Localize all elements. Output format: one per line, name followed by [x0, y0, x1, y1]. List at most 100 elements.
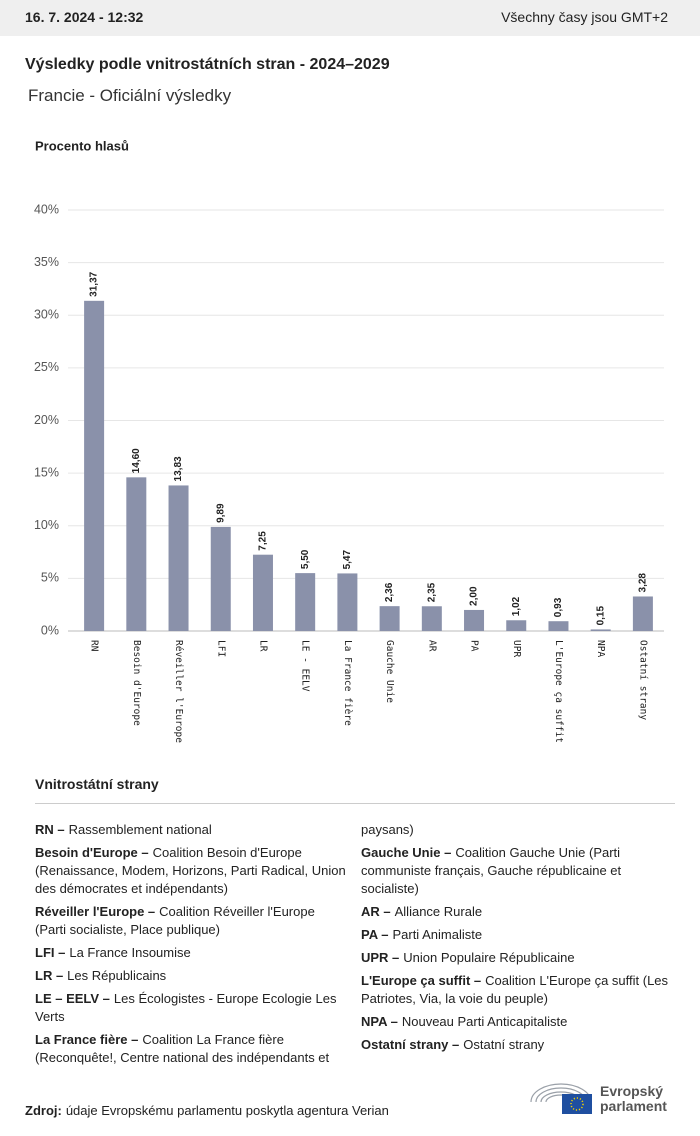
- glossary-item: LR – Les Républicains: [35, 967, 349, 985]
- glossary-item: Besoin d'Europe – Coalition Besoin d'Euro…: [35, 844, 349, 898]
- bar: [421, 606, 442, 631]
- glossary-item: AR – Alliance Rurale: [361, 903, 675, 921]
- value-label: 31,37: [89, 271, 100, 296]
- x-tick-label: RN: [89, 640, 100, 652]
- chart-title: Výsledky podle vnitrostátních stran - 20…: [25, 56, 390, 73]
- source: Zdroj: údaje Evropskému parlamentu poskyt…: [25, 1103, 389, 1118]
- y-tick-label: 40%: [34, 202, 59, 216]
- glossary-abbr: LR –: [35, 968, 64, 983]
- glossary-item: L'Europe ça suffit – Coalition L'Europe ç…: [361, 972, 675, 1008]
- y-tick-label: 35%: [34, 255, 59, 269]
- bar: [590, 629, 611, 631]
- top-bar: 16. 7. 2024 - 12:32 Všechny časy jsou GM…: [0, 0, 700, 36]
- glossary-text: Les Écologistes - Europe Ecologie Les Ve…: [35, 991, 337, 1024]
- glossary-abbr: La France fière –: [35, 1032, 139, 1047]
- glossary-text: Coalition Réveiller l'Europe (Parti soci…: [35, 904, 315, 937]
- glossary-text: Ostatní strany: [463, 1037, 545, 1052]
- value-label: 2,36: [384, 582, 395, 602]
- x-tick-label: AR: [426, 640, 437, 652]
- value-label: 1,02: [511, 596, 522, 616]
- glossary-title: Vnitrostátní strany: [35, 776, 159, 792]
- bar: [632, 596, 653, 631]
- glossary-item: UPR – Union Populaire Républicaine: [361, 949, 675, 967]
- value-label: 3,28: [638, 573, 649, 593]
- source-text: údaje Evropskému parlamentu poskytla age…: [65, 1103, 389, 1118]
- x-tick-label: LR: [257, 640, 268, 652]
- x-tick-label: Ostatní strany: [637, 640, 648, 720]
- y-tick-label: 20%: [34, 413, 59, 427]
- glossary-text: Coalition L'Europe ça suffit (Les Patrio…: [361, 973, 669, 1006]
- glossary-abbr: AR –: [361, 904, 391, 919]
- bar: [548, 621, 569, 631]
- bar: [464, 609, 485, 631]
- glossary-abbr: NPA –: [361, 1014, 398, 1029]
- y-axis-label: Procento hlasů: [35, 138, 129, 153]
- x-tick-label: Gauche Unie: [384, 640, 395, 703]
- glossary-abbr: UPR –: [361, 950, 400, 965]
- glossary-text: Les Républicains: [67, 968, 167, 983]
- value-label: 2,00: [469, 586, 480, 606]
- bar: [126, 477, 147, 631]
- glossary-text: Parti Animaliste: [392, 927, 483, 942]
- value-label: 7,25: [258, 531, 269, 551]
- x-tick-label: NPA: [595, 640, 606, 657]
- x-tick-label: UPR: [511, 640, 522, 657]
- bar: [337, 573, 358, 631]
- x-tick-label: Réveiller l'Europe: [173, 640, 184, 743]
- glossary-text: Coalition La France fière (Reconquête!, …: [35, 822, 414, 1065]
- y-tick-label: 30%: [34, 308, 59, 322]
- glossary-abbr: Besoin d'Europe –: [35, 845, 149, 860]
- y-tick-label: 25%: [34, 360, 59, 374]
- glossary-item: RN – Rassemblement national: [35, 821, 349, 839]
- value-label: 14,60: [131, 448, 142, 473]
- value-label: 5,47: [342, 550, 353, 570]
- glossary-abbr: LE – EELV –: [35, 991, 110, 1006]
- logo-text: Evropský parlament: [600, 1084, 667, 1114]
- source-label: Zdroj:: [25, 1103, 62, 1118]
- glossary-abbr: LFI –: [35, 945, 66, 960]
- value-label: 2,35: [426, 582, 437, 602]
- bar: [210, 526, 231, 631]
- logo-line: parlament: [600, 1098, 667, 1114]
- value-label: 13,83: [173, 456, 184, 481]
- x-tick-label: La France fière: [342, 640, 353, 726]
- glossary-text: Union Populaire Républicaine: [403, 950, 575, 965]
- glossary-item: La France fière – Coalition La France fiè…: [35, 821, 675, 1067]
- y-tick-label: 15%: [34, 465, 59, 479]
- glossary-item: PA – Parti Animaliste: [361, 926, 675, 944]
- logo-icon: [530, 1083, 592, 1114]
- value-label: 9,89: [215, 503, 226, 523]
- glossary-abbr: RN –: [35, 822, 65, 837]
- value-label: 0,15: [595, 606, 606, 626]
- divider: [35, 803, 675, 804]
- x-tick-label: PA: [469, 640, 480, 652]
- x-tick-label: LFI: [215, 640, 226, 657]
- chart-subtitle: Francie - Oficiální výsledky: [28, 86, 232, 105]
- datetime: 16. 7. 2024 - 12:32: [25, 9, 144, 25]
- glossary-item: LFI – La France Insoumise: [35, 944, 349, 962]
- value-label: 5,50: [300, 549, 311, 569]
- y-tick-label: 0%: [41, 623, 59, 637]
- glossary-text: Alliance Rurale: [394, 904, 483, 919]
- x-tick-label: L'Europe ça suffit: [553, 640, 564, 743]
- chart: Procento hlasů 0% 5% 10% 15% 20% 25% 30% 35% 40%…: [34, 138, 664, 743]
- glossary-abbr: Réveiller l'Europe –: [35, 904, 156, 919]
- bar: [252, 554, 273, 631]
- x-tick-label: LE - EELV: [300, 640, 311, 692]
- glossary-text: Rassemblement national: [68, 822, 212, 837]
- y-tick-label: 10%: [34, 518, 59, 532]
- bar: [295, 573, 316, 631]
- glossary-item: NPA – Nouveau Parti Anticapitaliste: [361, 1013, 675, 1031]
- y-tick-label: 5%: [41, 571, 59, 585]
- glossary-text: Coalition Besoin d'Europe (Renaissance, …: [35, 845, 346, 896]
- bar: [379, 606, 400, 631]
- glossary-item: Gauche Unie – Coalition Gauche Unie (Part…: [361, 844, 675, 898]
- glossary: RN – Rassemblement national Besoin d'Europ…: [35, 821, 675, 1067]
- bar: [168, 485, 189, 631]
- bar: [506, 620, 527, 631]
- glossary-text: Coalition Gauche Unie (Parti communiste …: [361, 845, 622, 896]
- bar: [84, 300, 105, 631]
- value-label: 0,93: [553, 597, 564, 617]
- glossary-item: Réveiller l'Europe – Coalition Réveiller …: [35, 903, 349, 939]
